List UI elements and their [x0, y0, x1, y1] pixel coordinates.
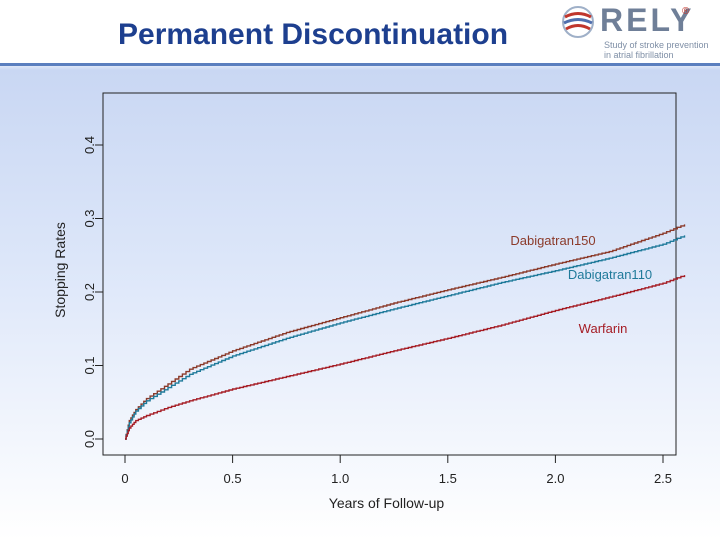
- chart-labels: 0 0.5 1.0 1.5 2.0 2.5 0.0 0.1 0.2 0.3 0.4 Years of …: [52, 136, 672, 511]
- logo-wordmark: RELY: [600, 2, 695, 38]
- logo-tagline-line-1: Study of stroke prevention: [604, 40, 709, 50]
- plot-frame: [102, 92, 677, 456]
- slide-title: Permanent Discontinuation: [118, 18, 509, 51]
- y-tick-label: 0.1: [82, 356, 97, 374]
- x-tick-label: 1.0: [331, 471, 349, 486]
- series-line-dabigatran150: [125, 224, 686, 440]
- logo-registered-mark: ®: [682, 6, 690, 17]
- rely-logo: RELY ® Study of stroke prevention in atr…: [558, 2, 718, 62]
- y-axis-label: Stopping Rates: [52, 222, 68, 318]
- header-divider: [0, 63, 720, 66]
- x-tick-label: 2.0: [546, 471, 564, 486]
- y-tick-label: 0.4: [82, 136, 97, 154]
- logo-tagline-line-2: in atrial fibrillation: [604, 50, 674, 60]
- x-tick-label: 0: [121, 471, 128, 486]
- x-tick-label: 0.5: [224, 471, 242, 486]
- series-label-dabigatran110: Dabigatran110: [568, 267, 652, 282]
- slide-header: [0, 0, 720, 64]
- x-tick-label: 1.5: [439, 471, 457, 486]
- y-tick-label: 0.3: [82, 209, 97, 227]
- chart-axes: [95, 92, 677, 463]
- chart-series: [125, 224, 686, 440]
- globe-icon: [562, 6, 594, 38]
- series-line-dabigatran110: [125, 235, 686, 440]
- x-tick-label: 2.5: [654, 471, 672, 486]
- series-label-warfarin: Warfarin: [579, 321, 628, 336]
- x-axis-label: Years of Follow-up: [329, 495, 445, 511]
- y-tick-label: 0.2: [82, 283, 97, 301]
- y-tick-label: 0.0: [82, 430, 97, 448]
- series-line-warfarin: [125, 275, 686, 440]
- series-label-dabigatran150: Dabigatran150: [510, 233, 595, 248]
